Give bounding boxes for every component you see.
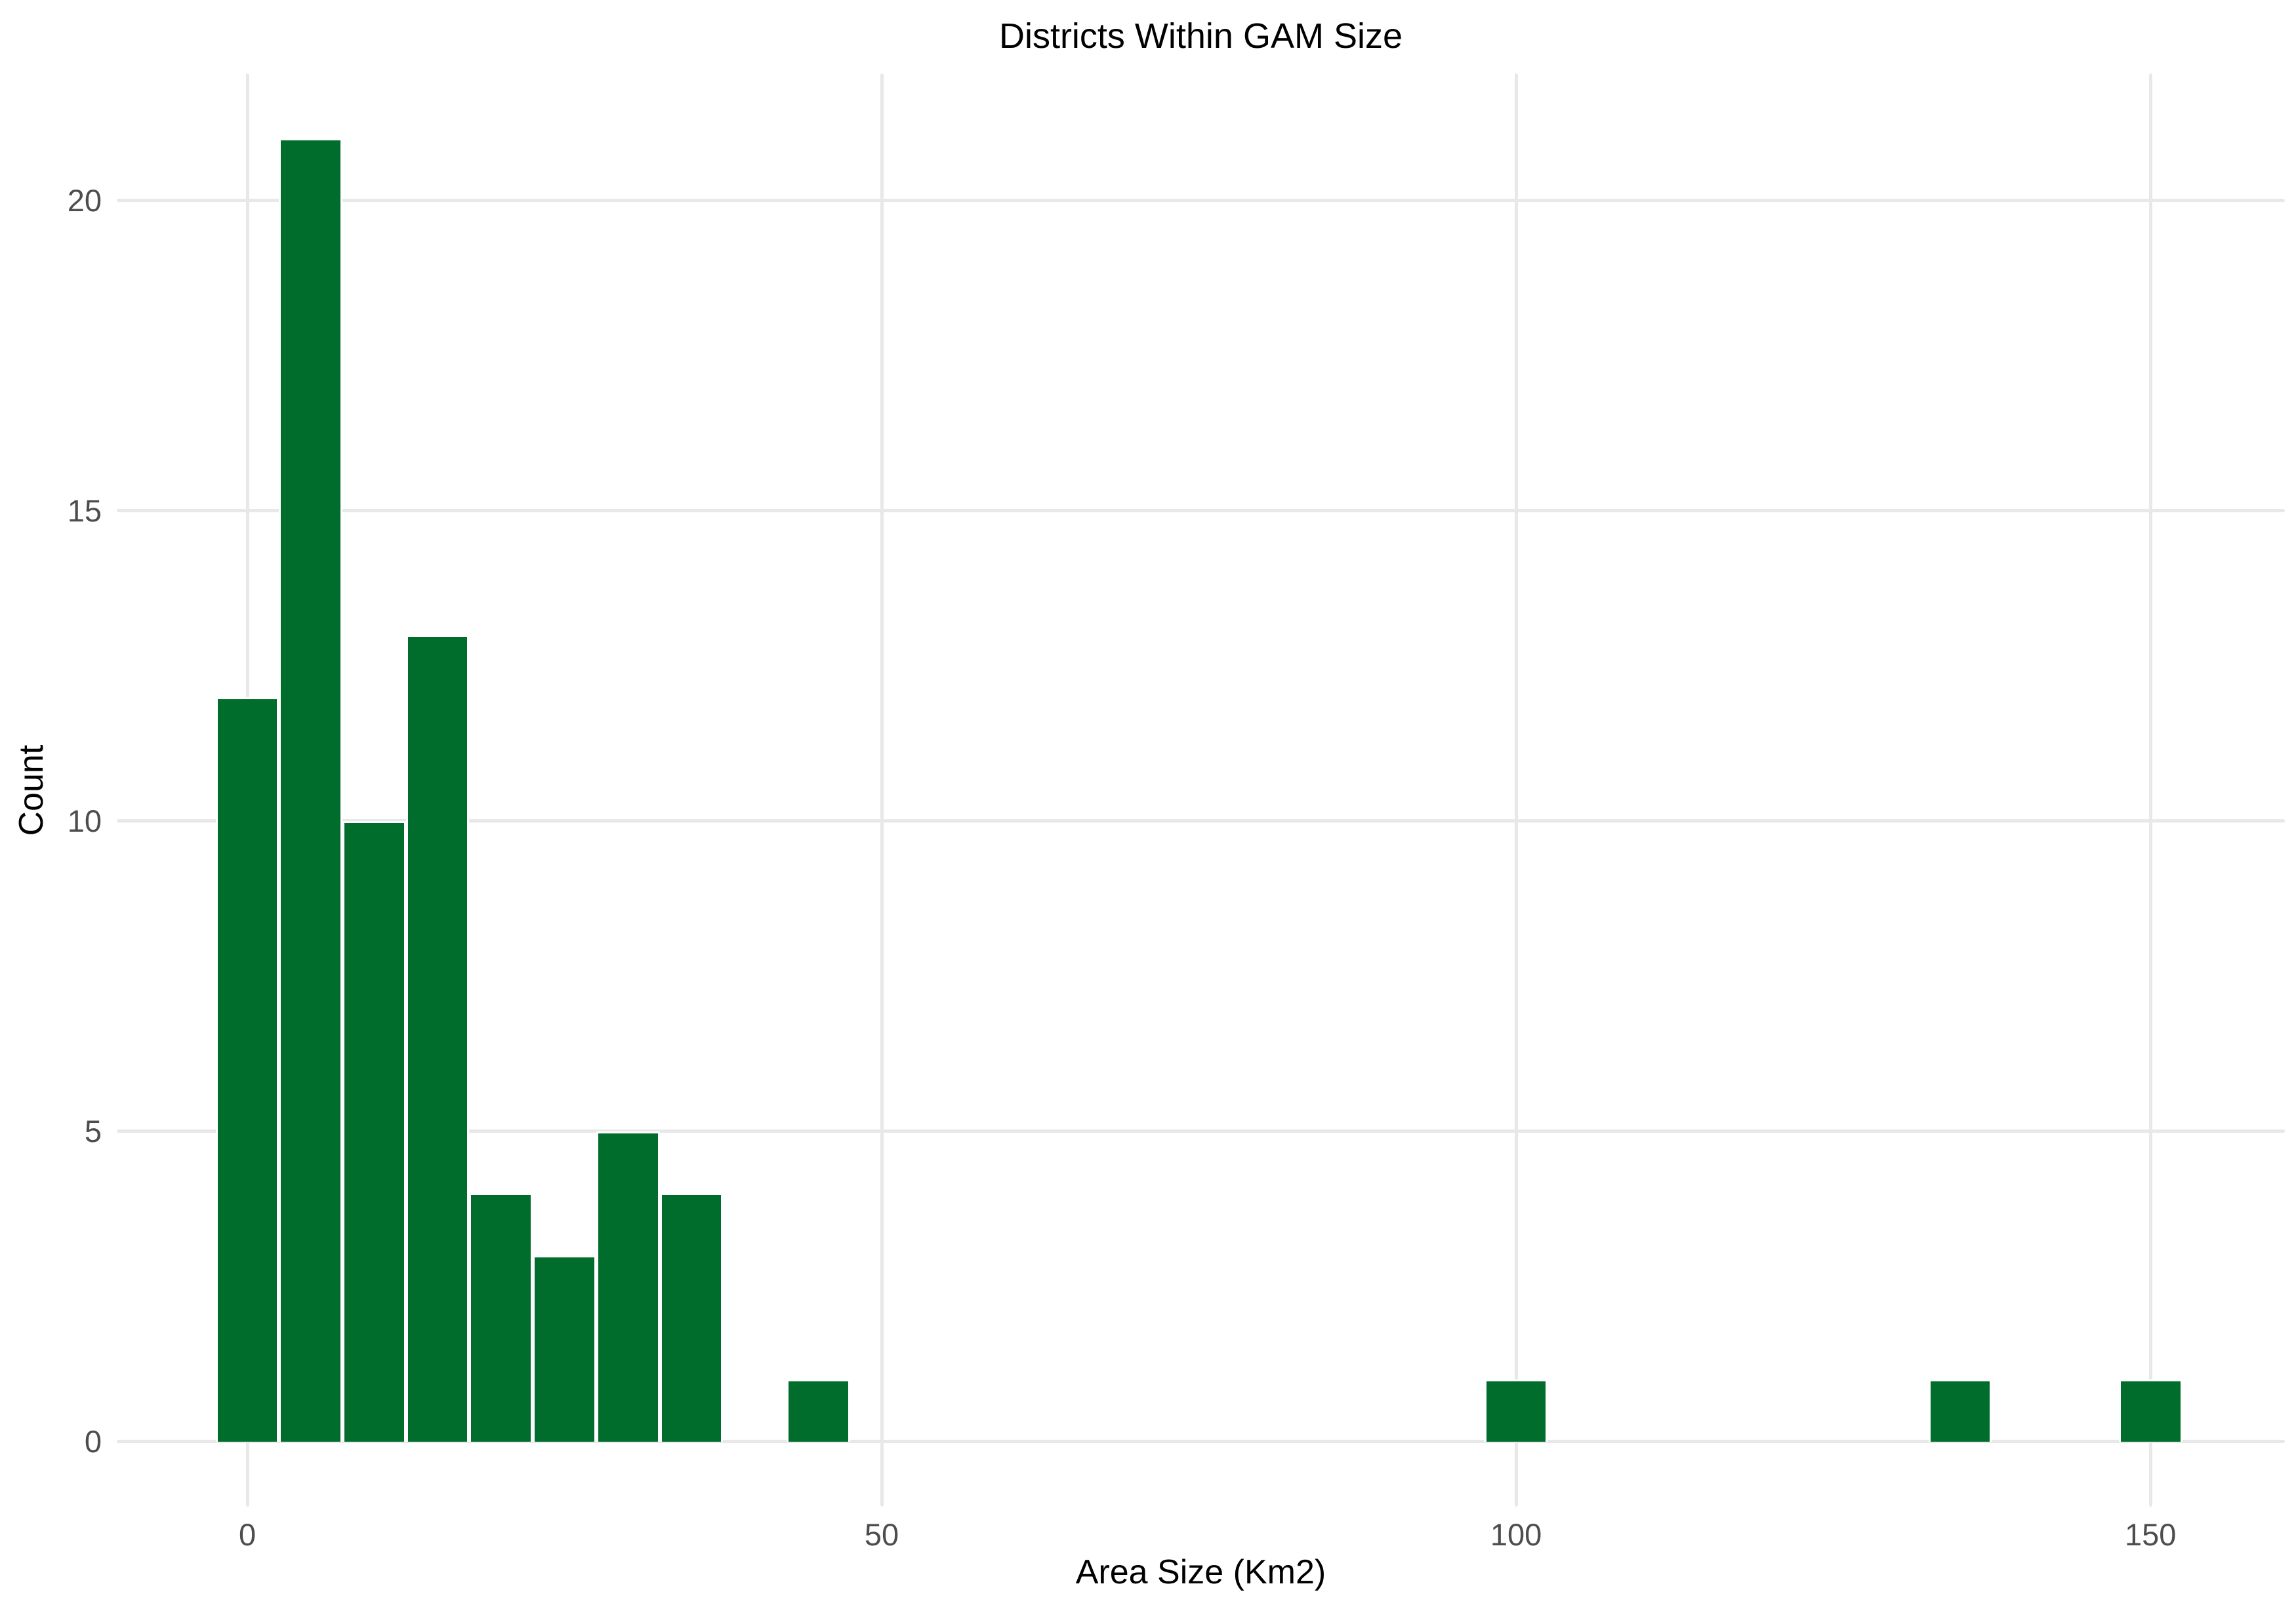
plot-panel xyxy=(117,73,2285,1507)
gridline-y-5 xyxy=(117,1129,2285,1133)
histogram-bar-135 xyxy=(1928,1379,1992,1442)
y-tick-label-5: 5 xyxy=(84,1113,102,1149)
histogram-bar-0 xyxy=(215,697,279,1442)
histogram-bar-100 xyxy=(1484,1379,1548,1442)
chart-title: Districts Within GAM Size xyxy=(998,16,1403,56)
gridline-x-50 xyxy=(880,73,884,1507)
y-tick-label-20: 20 xyxy=(67,182,102,218)
histogram-bar-150 xyxy=(2118,1379,2183,1442)
x-tick-label-50: 50 xyxy=(864,1517,899,1552)
gridline-x-100 xyxy=(1514,73,1518,1507)
gridline-y-0 xyxy=(117,1440,2285,1444)
x-axis-title: Area Size (Km2) xyxy=(1075,1553,1326,1591)
histogram-bar-30 xyxy=(596,1131,660,1442)
y-tick-label-0: 0 xyxy=(84,1423,102,1459)
y-axis-title: Count xyxy=(12,744,51,836)
x-tick-label-0: 0 xyxy=(238,1517,256,1552)
histogram-bar-5 xyxy=(279,138,343,1442)
histogram-bar-20 xyxy=(469,1193,533,1442)
gridline-y-10 xyxy=(117,819,2285,823)
histogram-bar-10 xyxy=(342,821,406,1442)
x-tick-label-100: 100 xyxy=(1490,1517,1542,1552)
gridline-x-150 xyxy=(2148,73,2152,1507)
y-tick-label-10: 10 xyxy=(67,803,102,838)
histogram-bar-35 xyxy=(659,1193,724,1442)
y-tick-label-15: 15 xyxy=(67,493,102,528)
histogram-bar-15 xyxy=(405,635,470,1442)
histogram-bar-25 xyxy=(533,1255,596,1442)
gridline-y-15 xyxy=(117,509,2285,513)
gridline-y-20 xyxy=(117,199,2285,203)
x-tick-label-150: 150 xyxy=(2124,1517,2177,1552)
histogram-bar-45 xyxy=(787,1379,850,1442)
